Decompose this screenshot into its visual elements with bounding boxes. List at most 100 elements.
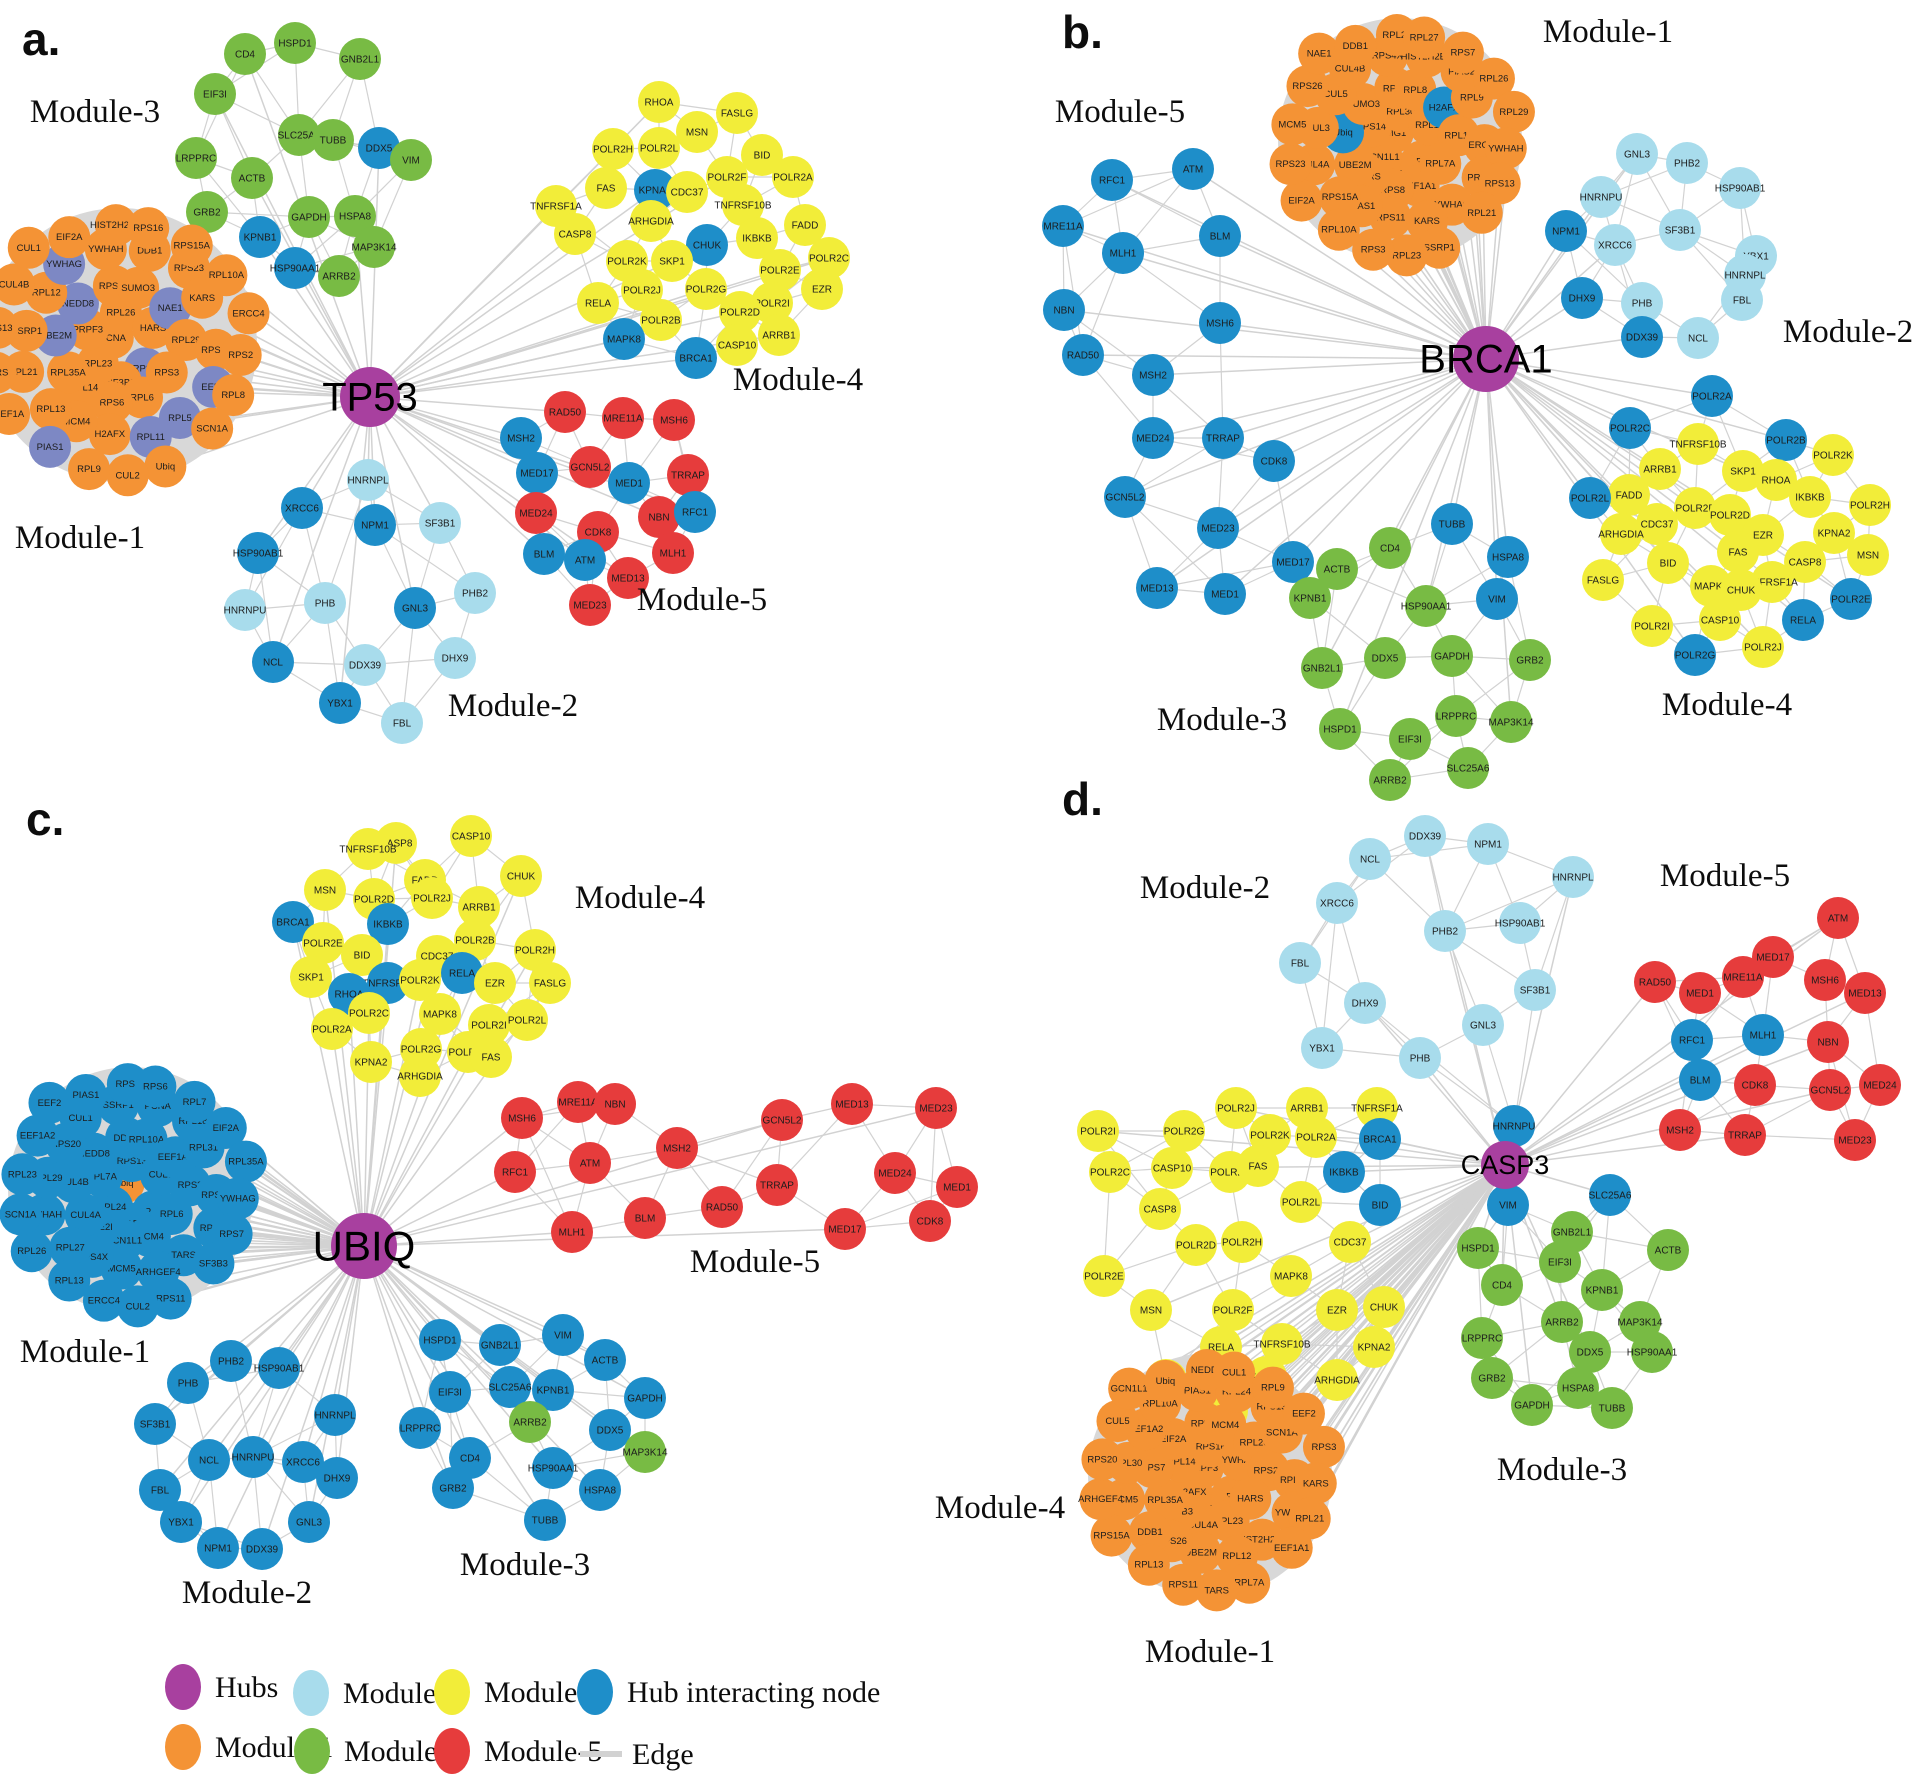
hub-label: CASP3 [1461, 1150, 1550, 1180]
module3-swatch [294, 1728, 330, 1774]
labels: Module-3 Module-1 Module-4 Module-5 Module-2… [15, 6, 1913, 1670]
node-rpl10a: RPL10A [205, 254, 248, 297]
node-actb: ACTB [231, 157, 273, 199]
node-grb2: GRB2 [1471, 1357, 1513, 1399]
node-ddx39: DDX39 [1404, 815, 1446, 857]
node-gnl3: GNL3 [288, 1501, 330, 1543]
node-rpl26: RPL26 [10, 1230, 53, 1273]
node-rps20: RPS20 [1081, 1438, 1124, 1481]
hub-node-tp53: TP53 [322, 367, 418, 427]
node-fbl: FBL [381, 702, 423, 744]
node-dhx9: DHX9 [1561, 277, 1603, 319]
node-hnrnpu: HNRNPU [1580, 176, 1622, 218]
node-ddb1: DDB1 [1334, 24, 1377, 67]
node-nbn: NBN [638, 496, 680, 538]
label-panel-a-module-4: Module-4 [733, 362, 863, 398]
node-kpnb1: KPNB1 [239, 216, 281, 258]
node-rps2: RPS2 [219, 333, 262, 376]
node-hspd1: HSPD1 [1319, 708, 1361, 750]
hub-label: BRCA1 [1419, 338, 1552, 382]
node-grb2: GRB2 [1509, 639, 1551, 681]
node-msh6: MSH6 [1804, 959, 1846, 1001]
node-tubb: TUBB [524, 1499, 566, 1541]
node-arrb2: ARRB2 [509, 1401, 551, 1443]
node-msh6: MSH6 [653, 399, 695, 441]
node-ubiq: Ubiq [1144, 1359, 1187, 1402]
node-polr2k: POLR2K [1812, 434, 1854, 476]
node-ddx39: DDX39 [344, 644, 386, 686]
node-fas: FAS [1237, 1145, 1279, 1187]
node-map3k14: MAP3K14 [1488, 701, 1534, 743]
legend-label: Hubs [215, 1671, 278, 1704]
node-rpl7a: RPL7A [1419, 142, 1462, 185]
node-nbn: NBN [1043, 289, 1085, 331]
node-polr2l: POLR2L [638, 127, 680, 169]
node-msh6: MSH6 [501, 1097, 543, 1139]
node-ncl: NCL [252, 641, 294, 683]
node-ddx5: DDX5 [1569, 1331, 1611, 1373]
node-fas: FAS [585, 167, 627, 209]
node-phb: PHB [167, 1362, 209, 1404]
node-tubb: TUBB [1591, 1387, 1633, 1429]
label-panel-a-module-5: Module-5 [637, 582, 767, 618]
node-ybx1: YBX1 [160, 1501, 202, 1543]
node-gapdh: GAPDH [1511, 1384, 1553, 1426]
label-panel-c-module-1: Module-1 [20, 1334, 150, 1370]
node-ubiq: Ubiq [144, 445, 187, 488]
node-polr2i: POLR2I [1631, 605, 1673, 647]
node-gcn1l1: GCN1L1 [1108, 1367, 1151, 1410]
label-panel-a-module-1: Module-1 [15, 520, 145, 556]
node-rps3: RPS3 [1302, 1425, 1345, 1468]
node-polr2l: POLR2L [1569, 477, 1611, 519]
hub-label: UBIQ [313, 1222, 416, 1269]
node-hnrnpl: HNRNPL [1552, 856, 1594, 898]
node-bid: BID [1359, 1184, 1401, 1226]
label-panel-d-module-2: Module-2 [1140, 870, 1270, 906]
node-actb: ACTB [1647, 1229, 1689, 1271]
node-polr2i: POLR2I [1077, 1110, 1119, 1152]
node-msn: MSN [1130, 1289, 1172, 1331]
node-atm: ATM [569, 1142, 611, 1184]
legend-label: Edge [632, 1738, 694, 1771]
node-hsp90ab1: HSP90AB1 [1495, 902, 1546, 944]
node-polr2g: POLR2G [1163, 1110, 1205, 1152]
label-panel-c-module-3: Module-3 [460, 1547, 590, 1583]
node-ercc4: ERCC4 [227, 292, 270, 335]
label-panel-b-module-2: Module-2 [1783, 314, 1913, 350]
node-sf3b3: SF3B3 [192, 1242, 235, 1285]
node-med1: MED1 [608, 462, 650, 504]
node-nbn: NBN [1807, 1021, 1849, 1063]
node-polr2b: POLR2B [640, 299, 682, 341]
node-polr2c: POLR2C [1609, 407, 1651, 449]
node-ercc4: ERCC4 [82, 1279, 125, 1322]
node-npm1: NPM1 [1545, 210, 1587, 252]
label-panel-a-module-2: Module-2 [448, 688, 578, 724]
node-vim: VIM [1487, 1184, 1529, 1226]
node-gcn5l2: GCN5L2 [1809, 1069, 1851, 1111]
node-fbl: FBL [1279, 942, 1321, 984]
node-polr2e: POLR2E [1830, 578, 1872, 620]
node-mapk8: MAPK8 [1270, 1255, 1312, 1297]
node-phb: PHB [304, 582, 346, 624]
node-msn: MSN [1847, 534, 1889, 576]
node-tubb: TUBB [312, 119, 354, 161]
node-kpnb1: KPNB1 [1289, 577, 1331, 619]
node-hsp90ab1: HSP90AB1 [233, 532, 284, 574]
node-actb: ACTB [584, 1339, 626, 1381]
node-casp8: CASP8 [554, 213, 596, 255]
node-nae1: NAE1 [1298, 32, 1341, 75]
node-brca1: BRCA1 [1359, 1118, 1401, 1160]
node-polr2c: POLR2C [1089, 1151, 1131, 1193]
node-arrb2: ARRB2 [1369, 759, 1411, 801]
node-phb2: PHB2 [1666, 142, 1708, 184]
node-med23: MED23 [1834, 1119, 1876, 1161]
node-scn1a: SCN1A [0, 1193, 42, 1236]
node-polr2f: POLR2F [1212, 1289, 1254, 1331]
node-hsp90aa1: HSP90AA1 [1401, 585, 1452, 627]
node-npm1: NPM1 [354, 504, 396, 546]
panel-letter-tp53: a. [22, 13, 60, 65]
node-polr2f: POLR2F [1674, 487, 1716, 529]
node-lrpprc: LRPPRC [1435, 695, 1477, 737]
node-eif3i: EIF3I [1389, 718, 1431, 760]
